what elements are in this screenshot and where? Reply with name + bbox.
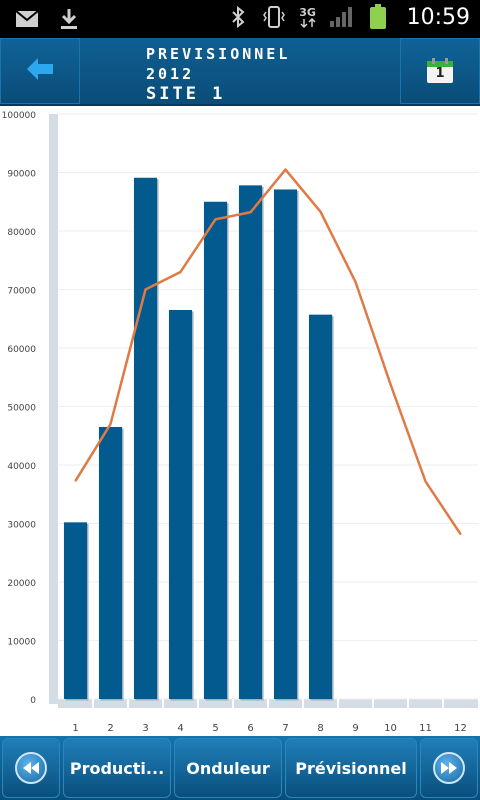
line-point bbox=[424, 480, 427, 483]
x-tick-label: 10 bbox=[384, 723, 397, 734]
x-tick-label: 7 bbox=[282, 723, 288, 734]
bar bbox=[238, 185, 263, 699]
y-tick-label: 60000 bbox=[7, 345, 36, 355]
line-point bbox=[214, 218, 217, 221]
gmail-icon bbox=[14, 6, 40, 32]
line-point bbox=[319, 210, 322, 213]
y-tick-label: 90000 bbox=[7, 170, 36, 180]
clock: 10:59 bbox=[406, 4, 470, 30]
signal-icon bbox=[329, 4, 355, 30]
title-line-1: PREVISIONNEL bbox=[146, 45, 291, 63]
bar bbox=[168, 309, 193, 699]
y-tick-label: 50000 bbox=[7, 404, 36, 414]
y-tick-label: 30000 bbox=[7, 521, 36, 531]
x-tick-label: 4 bbox=[177, 723, 183, 734]
download-icon bbox=[56, 6, 82, 32]
vibrate-icon bbox=[261, 4, 287, 30]
title-line-3: SITE 1 bbox=[146, 84, 226, 104]
x-tick-label: 1 bbox=[72, 723, 78, 734]
x-tick-label: 11 bbox=[419, 723, 432, 734]
network-3g-icon: 3G bbox=[297, 4, 319, 30]
app-header: PREVISIONNEL 2012 SITE 1 1 bbox=[0, 38, 480, 106]
forecast-line bbox=[74, 168, 462, 535]
line-point bbox=[179, 270, 182, 273]
calendar-button[interactable]: 1 bbox=[400, 38, 480, 104]
x-tick-label: 6 bbox=[247, 723, 253, 734]
bar bbox=[133, 177, 158, 699]
chart-area: 0 10000 20000 30000 40000 50000 60000 70000 8000… bbox=[0, 106, 480, 738]
x-tick-label: 8 bbox=[317, 723, 323, 734]
fast-forward-icon bbox=[433, 752, 465, 784]
x-tick-label: 9 bbox=[352, 723, 358, 734]
y-tick-label: 20000 bbox=[7, 579, 36, 589]
y-axis-strip bbox=[49, 114, 58, 704]
line-point bbox=[144, 288, 147, 291]
status-bar: 3G 10:59 bbox=[0, 0, 480, 38]
y-tick-label: 0 bbox=[30, 696, 36, 706]
calendar-day: 1 bbox=[435, 66, 445, 81]
bar bbox=[98, 426, 123, 699]
line-point bbox=[354, 280, 357, 283]
x-tick-label: 2 bbox=[107, 723, 113, 734]
bar bbox=[273, 189, 298, 699]
tab-onduleur[interactable]: Onduleur bbox=[174, 738, 282, 798]
tab-previsionnel[interactable]: Prévisionnel bbox=[285, 738, 417, 798]
prev-button[interactable] bbox=[2, 738, 60, 798]
rewind-icon bbox=[15, 752, 47, 784]
calendar-icon: 1 bbox=[426, 58, 454, 84]
line-point bbox=[459, 533, 462, 536]
bottom-nav: Producti... Onduleur Prévisionnel bbox=[0, 736, 480, 800]
tab-previsionnel-label: Prévisionnel bbox=[295, 758, 407, 778]
line-point bbox=[74, 479, 77, 482]
y-tick-label: 40000 bbox=[7, 462, 36, 472]
x-tick-label: 3 bbox=[142, 723, 148, 734]
page-title: PREVISIONNEL 2012 SITE 1 bbox=[82, 44, 398, 104]
y-tick-label: 80000 bbox=[7, 228, 36, 238]
next-button[interactable] bbox=[420, 738, 478, 798]
battery-icon bbox=[365, 4, 391, 30]
y-tick-label: 70000 bbox=[7, 287, 36, 297]
network-label: 3G bbox=[299, 5, 316, 19]
title-line-2: 2012 bbox=[146, 65, 195, 83]
line-point bbox=[249, 211, 252, 214]
line-point bbox=[109, 423, 112, 426]
back-button[interactable] bbox=[0, 38, 80, 104]
bar bbox=[308, 314, 333, 699]
x-tick-label: 5 bbox=[212, 723, 218, 734]
bar bbox=[203, 201, 228, 699]
tab-production[interactable]: Producti... bbox=[63, 738, 171, 798]
line-point bbox=[284, 168, 287, 171]
x-tick-label: 12 bbox=[454, 723, 467, 734]
arrow-left-icon bbox=[25, 56, 55, 86]
y-tick-label: 10000 bbox=[7, 638, 36, 648]
tab-onduleur-label: Onduleur bbox=[186, 758, 270, 778]
line-point bbox=[389, 383, 392, 386]
tab-production-label: Producti... bbox=[69, 758, 165, 778]
y-tick-label: 100000 bbox=[2, 111, 37, 121]
bluetooth-icon bbox=[225, 4, 251, 30]
bar bbox=[63, 522, 88, 699]
forecast-chart: 0 10000 20000 30000 40000 50000 60000 70000 8000… bbox=[2, 111, 478, 734]
